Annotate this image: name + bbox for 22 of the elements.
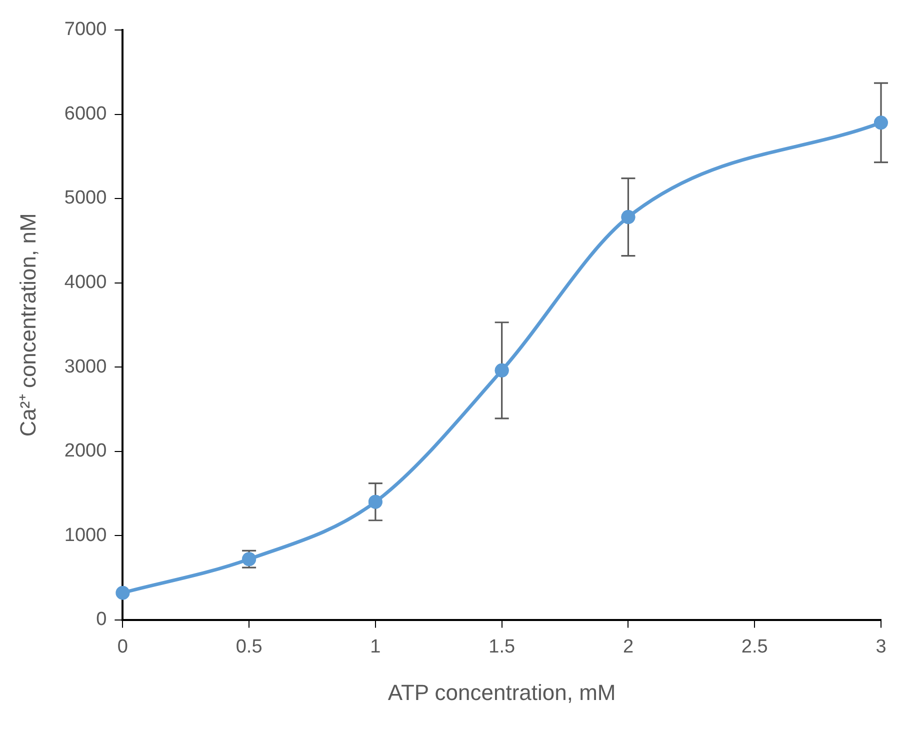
point [116,586,130,600]
y-axis-title: Ca²⁺ concentration, nM [15,213,40,437]
y-tick-label: 5000 [64,188,107,209]
y-tick-label: 0 [96,609,107,630]
x-tick-label: 0 [117,636,128,658]
x-tick-label: 1 [370,636,381,658]
x-tick-label: 2 [622,636,634,658]
point [621,210,636,224]
point [368,494,382,509]
y-tick-label: 1000 [64,524,107,546]
y-tick-label: 4000 [64,272,107,294]
point [874,116,888,130]
y-tick-label: 3000 [64,356,107,378]
x-axis-title: ATP concentration, mM [388,680,616,705]
x-tick-label: 1.5 [488,636,516,658]
x-tick-label: 2.5 [741,636,768,658]
x-tick-label: 0.5 [236,636,262,658]
y-tick-label: 2000 [64,440,107,462]
y-tick-label: 7000 [64,19,107,40]
point [494,363,509,378]
x-tick-label: 3 [876,636,886,658]
y-tick-label: 6000 [64,103,107,124]
